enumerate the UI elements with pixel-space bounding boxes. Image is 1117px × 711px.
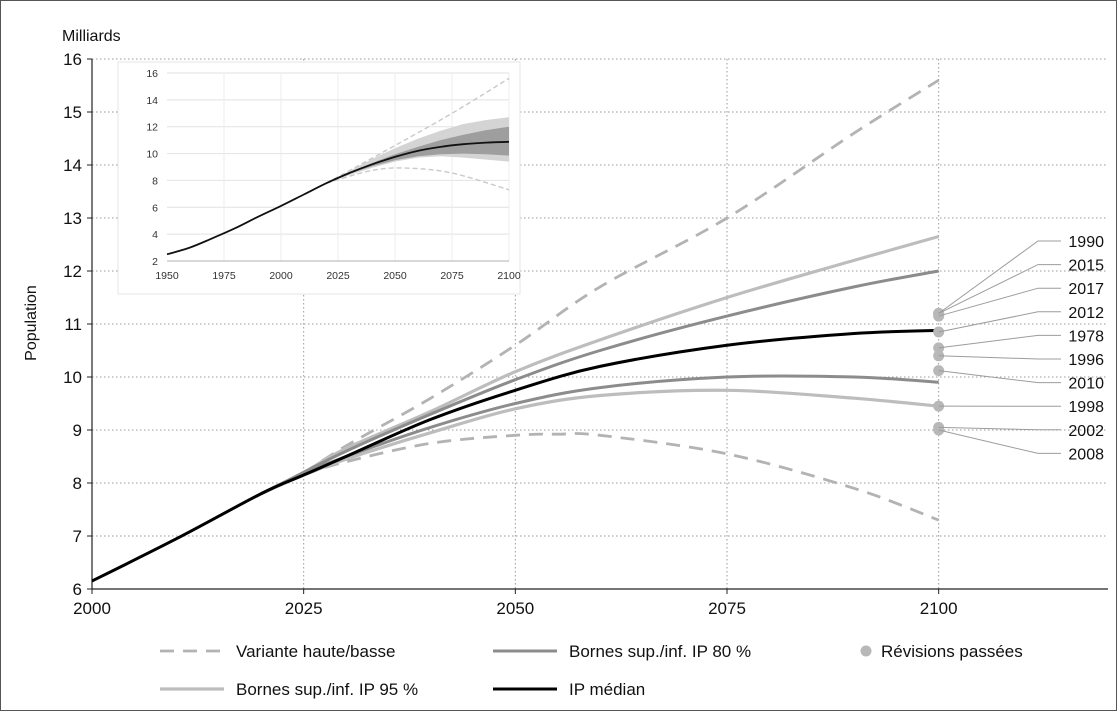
revision-leader-line — [938, 426, 1061, 431]
inset-median-line — [166, 140, 510, 256]
revision-leader-line — [938, 429, 1061, 454]
unit-label: Milliards — [62, 28, 121, 45]
legend-label: Bornes sup./inf. IP 80 % — [569, 642, 751, 661]
y-tick-label: 12 — [63, 262, 82, 281]
x-tick-label: 2100 — [920, 599, 958, 618]
revision-leader-line — [938, 355, 1061, 360]
inset-band-80 — [326, 126, 509, 184]
inset-y-tick-label: 12 — [146, 122, 158, 134]
x-tick-label: 2000 — [73, 599, 111, 618]
inset-x-tick-label: 2050 — [383, 270, 407, 282]
legend-label: Bornes sup./inf. IP 95 % — [236, 680, 418, 699]
inset-y-tick-label: 16 — [146, 68, 158, 80]
inset-x-tick-label: 2025 — [326, 270, 350, 282]
revision-label: 2002 — [1068, 423, 1104, 440]
revision-label: 1990 — [1068, 234, 1104, 251]
y-tick-label: 10 — [63, 368, 82, 387]
y-tick-label: 13 — [63, 209, 82, 228]
inset-x-tick-label: 1975 — [212, 270, 236, 282]
legend-revisions-swatch — [860, 645, 872, 657]
y-tick-label: 8 — [73, 474, 82, 493]
revision-label: 2017 — [1068, 281, 1104, 298]
revision-labels: 1990 2015 2017 2012 1978 1996 2010 1998 2002 2008 — [938, 234, 1104, 463]
revision-leader-line — [938, 240, 1061, 314]
inset-low-variant-line — [326, 167, 510, 191]
revision-leader-line — [938, 334, 1061, 349]
legend-label: Variante haute/basse — [236, 642, 395, 661]
y-tick-label: 7 — [73, 527, 82, 546]
legend-label: IP médian — [569, 680, 645, 699]
inset-x-tick-label: 2000 — [269, 270, 293, 282]
inset-chart: 2 4 6 8 10 12 14 16 1950 1975 2000 2025 2050 2075 2100 — [117, 61, 521, 295]
inset-y-tick-label: 10 — [146, 149, 158, 161]
y-tick-label: 9 — [73, 421, 82, 440]
series-line-ip95-upper — [260, 234, 940, 496]
series-line-median — [91, 328, 939, 583]
revision-leader-line — [938, 287, 1061, 317]
inset-background — [117, 61, 521, 295]
inset-y-tick-label: 2 — [152, 256, 158, 268]
inset-x-tick-label: 1950 — [155, 270, 179, 282]
revision-label: 2012 — [1068, 305, 1104, 322]
inset-x-tick-label: 2075 — [440, 270, 464, 282]
series-line-ip80-upper — [260, 269, 939, 495]
revision-label: 2008 — [1068, 446, 1104, 463]
legend: Variante haute/basse Bornes sup./inf. IP … — [160, 642, 1023, 699]
y-tick-label: 15 — [63, 103, 82, 122]
inset-y-tick-label: 4 — [152, 229, 158, 241]
revision-label: 2010 — [1068, 376, 1104, 393]
main-axes: 6 7 8 9 10 11 12 13 14 15 16 2000 2025 2050 2075 2100 — [63, 50, 1108, 618]
inset-high-variant-line — [326, 77, 510, 184]
y-axis-title: Population — [23, 285, 40, 361]
revision-leader-line — [938, 311, 1061, 333]
main-series — [91, 79, 940, 583]
legend-label: Révisions passées — [881, 642, 1023, 661]
revision-label: 1978 — [1068, 328, 1104, 345]
y-tick-label: 16 — [63, 50, 82, 69]
revision-label: 1998 — [1068, 399, 1104, 416]
revision-label: 2015 — [1068, 258, 1104, 275]
x-tick-label: 2025 — [285, 599, 323, 618]
revision-leader-line — [938, 264, 1061, 314]
inset-y-tick-label: 6 — [152, 202, 158, 214]
revision-leader-line — [938, 370, 1061, 384]
inset-y-tick-label: 14 — [146, 95, 158, 107]
inset-y-tick-label: 8 — [152, 175, 158, 187]
y-tick-label: 11 — [64, 315, 82, 334]
revision-label: 1996 — [1068, 352, 1104, 369]
inset-x-tick-label: 2100 — [497, 270, 521, 282]
x-tick-label: 2050 — [496, 599, 534, 618]
y-tick-label: 6 — [73, 580, 82, 599]
y-tick-label: 14 — [63, 156, 82, 175]
x-tick-label: 2075 — [708, 599, 746, 618]
